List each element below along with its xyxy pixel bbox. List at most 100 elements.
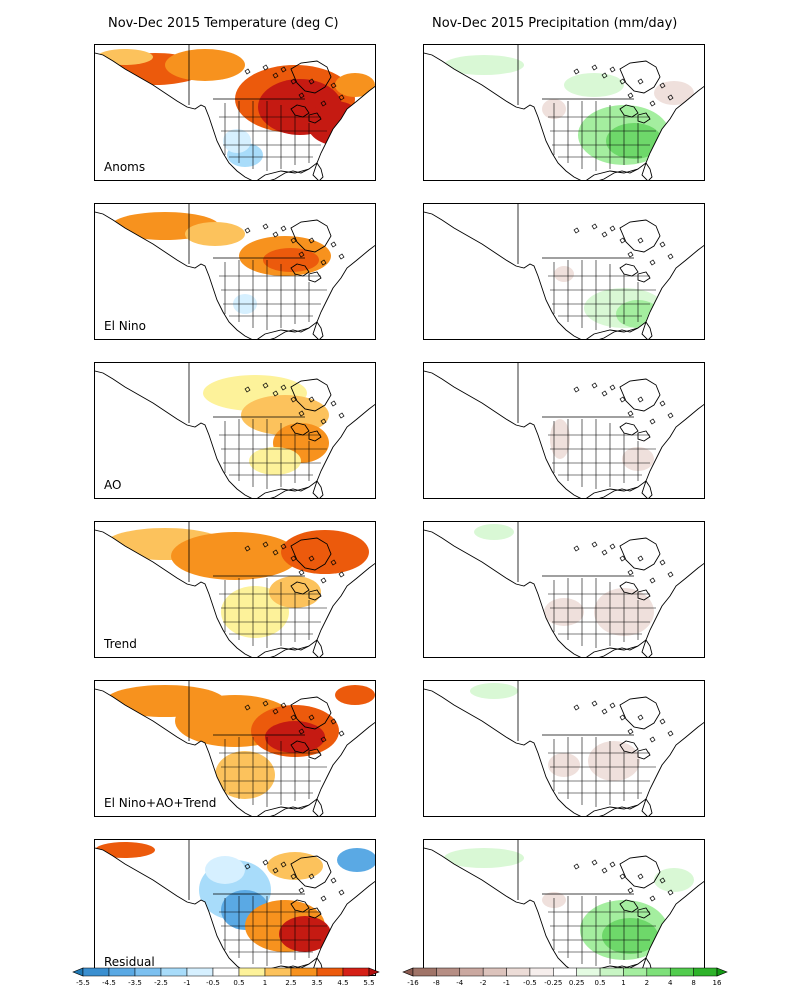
precipitation-colorbar-tick-label: -4 — [456, 979, 464, 987]
gulf-coastline — [586, 486, 639, 498]
precipitation-map-panel — [423, 521, 705, 658]
arctic-island-outline — [591, 859, 598, 866]
anomaly-region — [602, 918, 658, 954]
arctic-island-outline — [338, 571, 345, 578]
arctic-island-outline — [320, 895, 327, 902]
hudson-bay-outline — [619, 219, 661, 253]
precipitation-colorbar-tick-label: -8 — [433, 979, 440, 987]
precipitation-colorbar-tick-label: -16 — [407, 979, 419, 987]
north-america-map — [424, 45, 704, 180]
arctic-island-outline — [298, 92, 305, 99]
arctic-island-outline — [320, 259, 327, 266]
precipitation-colorbar-high-extend — [716, 967, 728, 977]
arctic-island-outline — [290, 237, 297, 244]
temperature-colorbar-tick-label: -1 — [184, 979, 191, 987]
arctic-island-outline — [601, 231, 608, 238]
precipitation-colorbar-tick-label: 1 — [621, 979, 625, 987]
gulf-coastline — [586, 168, 639, 180]
precipitation-colorbar-tick-label: 4 — [668, 979, 673, 987]
hudson-bay-outline — [290, 378, 332, 412]
temperature-map-panel: Anoms — [94, 44, 376, 181]
pacific-coastline — [95, 847, 253, 975]
arctic-island-outline — [627, 728, 634, 735]
anomaly-region — [185, 222, 245, 246]
arctic-island-outline — [338, 730, 345, 737]
north-america-map — [95, 363, 375, 498]
arctic-island-outline — [338, 94, 345, 101]
arctic-island-outline — [637, 78, 644, 85]
arctic-island-outline — [280, 702, 287, 709]
arctic-island-outline — [262, 64, 269, 71]
arctic-island-outline — [627, 887, 634, 894]
arctic-island-outline — [609, 66, 616, 73]
hudson-bay-outline — [290, 696, 332, 730]
temperature-colorbar-tick-label: 0.5 — [233, 979, 244, 987]
precipitation-map-panel — [423, 680, 705, 817]
arctic-island-outline — [330, 82, 337, 89]
temperature-colorbar-tick-label: -3.5 — [128, 979, 142, 987]
precipitation-colorbar-swatch — [436, 967, 461, 977]
anomaly-region — [165, 49, 245, 81]
anomaly-region — [279, 916, 331, 952]
arctic-island-outline — [619, 78, 626, 85]
panel-label: Anoms — [104, 160, 146, 174]
pacific-coastline — [424, 688, 582, 816]
anomaly-shading — [444, 848, 694, 960]
gulf-coastline — [586, 327, 639, 339]
panel-label: AO — [104, 478, 122, 492]
anomaly-shading — [95, 842, 375, 952]
arctic-island-outline — [649, 577, 656, 584]
precipitation-colorbar-swatch — [553, 967, 577, 977]
arctic-island-outline — [659, 877, 666, 884]
arctic-island-outline — [262, 223, 269, 230]
gulf-coastline — [257, 327, 310, 339]
north-america-map — [95, 45, 375, 180]
arctic-island-outline — [330, 241, 337, 248]
arctic-island-outline — [298, 887, 305, 894]
precipitation-colorbar-low-extend — [402, 967, 414, 977]
anomaly-region — [444, 848, 524, 868]
temperature-colorbar-swatch — [238, 967, 266, 977]
arctic-island-outline — [573, 227, 580, 234]
anomaly-region — [588, 741, 640, 781]
north-america-map — [95, 840, 375, 975]
arctic-island-outline — [627, 569, 634, 576]
precipitation-colorbar-swatch — [623, 967, 648, 977]
hudson-bay-outline — [290, 855, 332, 889]
north-america-map — [95, 204, 375, 339]
temperature-colorbar-swatch — [264, 967, 292, 977]
temperature-colorbar-tick-label: 1 — [263, 979, 267, 987]
arctic-island-outline — [627, 92, 634, 99]
arctic-island-outline — [659, 559, 666, 566]
arctic-island-outline — [272, 867, 279, 874]
precipitation-colorbar-swatch — [693, 967, 718, 977]
arctic-island-outline — [244, 704, 251, 711]
florida-outline — [641, 161, 653, 180]
temperature-column-title: Nov-Dec 2015 Temperature (deg C) — [108, 16, 339, 31]
arctic-island-outline — [637, 396, 644, 403]
arctic-island-outline — [272, 708, 279, 715]
anomaly-region — [215, 751, 275, 799]
pacific-coastline — [95, 370, 253, 498]
temperature-colorbar-swatch — [316, 967, 344, 977]
pacific-coastline — [424, 847, 582, 975]
arctic-island-outline — [649, 259, 656, 266]
precipitation-colorbar: -16 -8 -4 -2 -1 -0.5 -0.25 0.25 0.5 1 2 4 8 16 — [402, 966, 728, 992]
precipitation-map-panel — [423, 203, 705, 340]
precipitation-colorbar-tick-label: 8 — [691, 979, 695, 987]
arctic-island-outline — [667, 889, 674, 896]
arctic-island-outline — [601, 708, 608, 715]
arctic-island-outline — [591, 541, 598, 548]
arctic-island-outline — [298, 251, 305, 258]
north-america-map — [424, 204, 704, 339]
temperature-colorbar-tick-label: 2.5 — [285, 979, 296, 987]
arctic-island-outline — [619, 555, 626, 562]
pacific-coastline — [95, 52, 253, 180]
arctic-island-outline — [659, 400, 666, 407]
pacific-coastline — [424, 52, 582, 180]
florida-outline — [312, 638, 324, 657]
precipitation-colorbar-swatch — [669, 967, 694, 977]
temperature-map-panel: El Nino — [94, 203, 376, 340]
temperature-colorbar-swatch — [212, 967, 240, 977]
arctic-island-outline — [290, 396, 297, 403]
